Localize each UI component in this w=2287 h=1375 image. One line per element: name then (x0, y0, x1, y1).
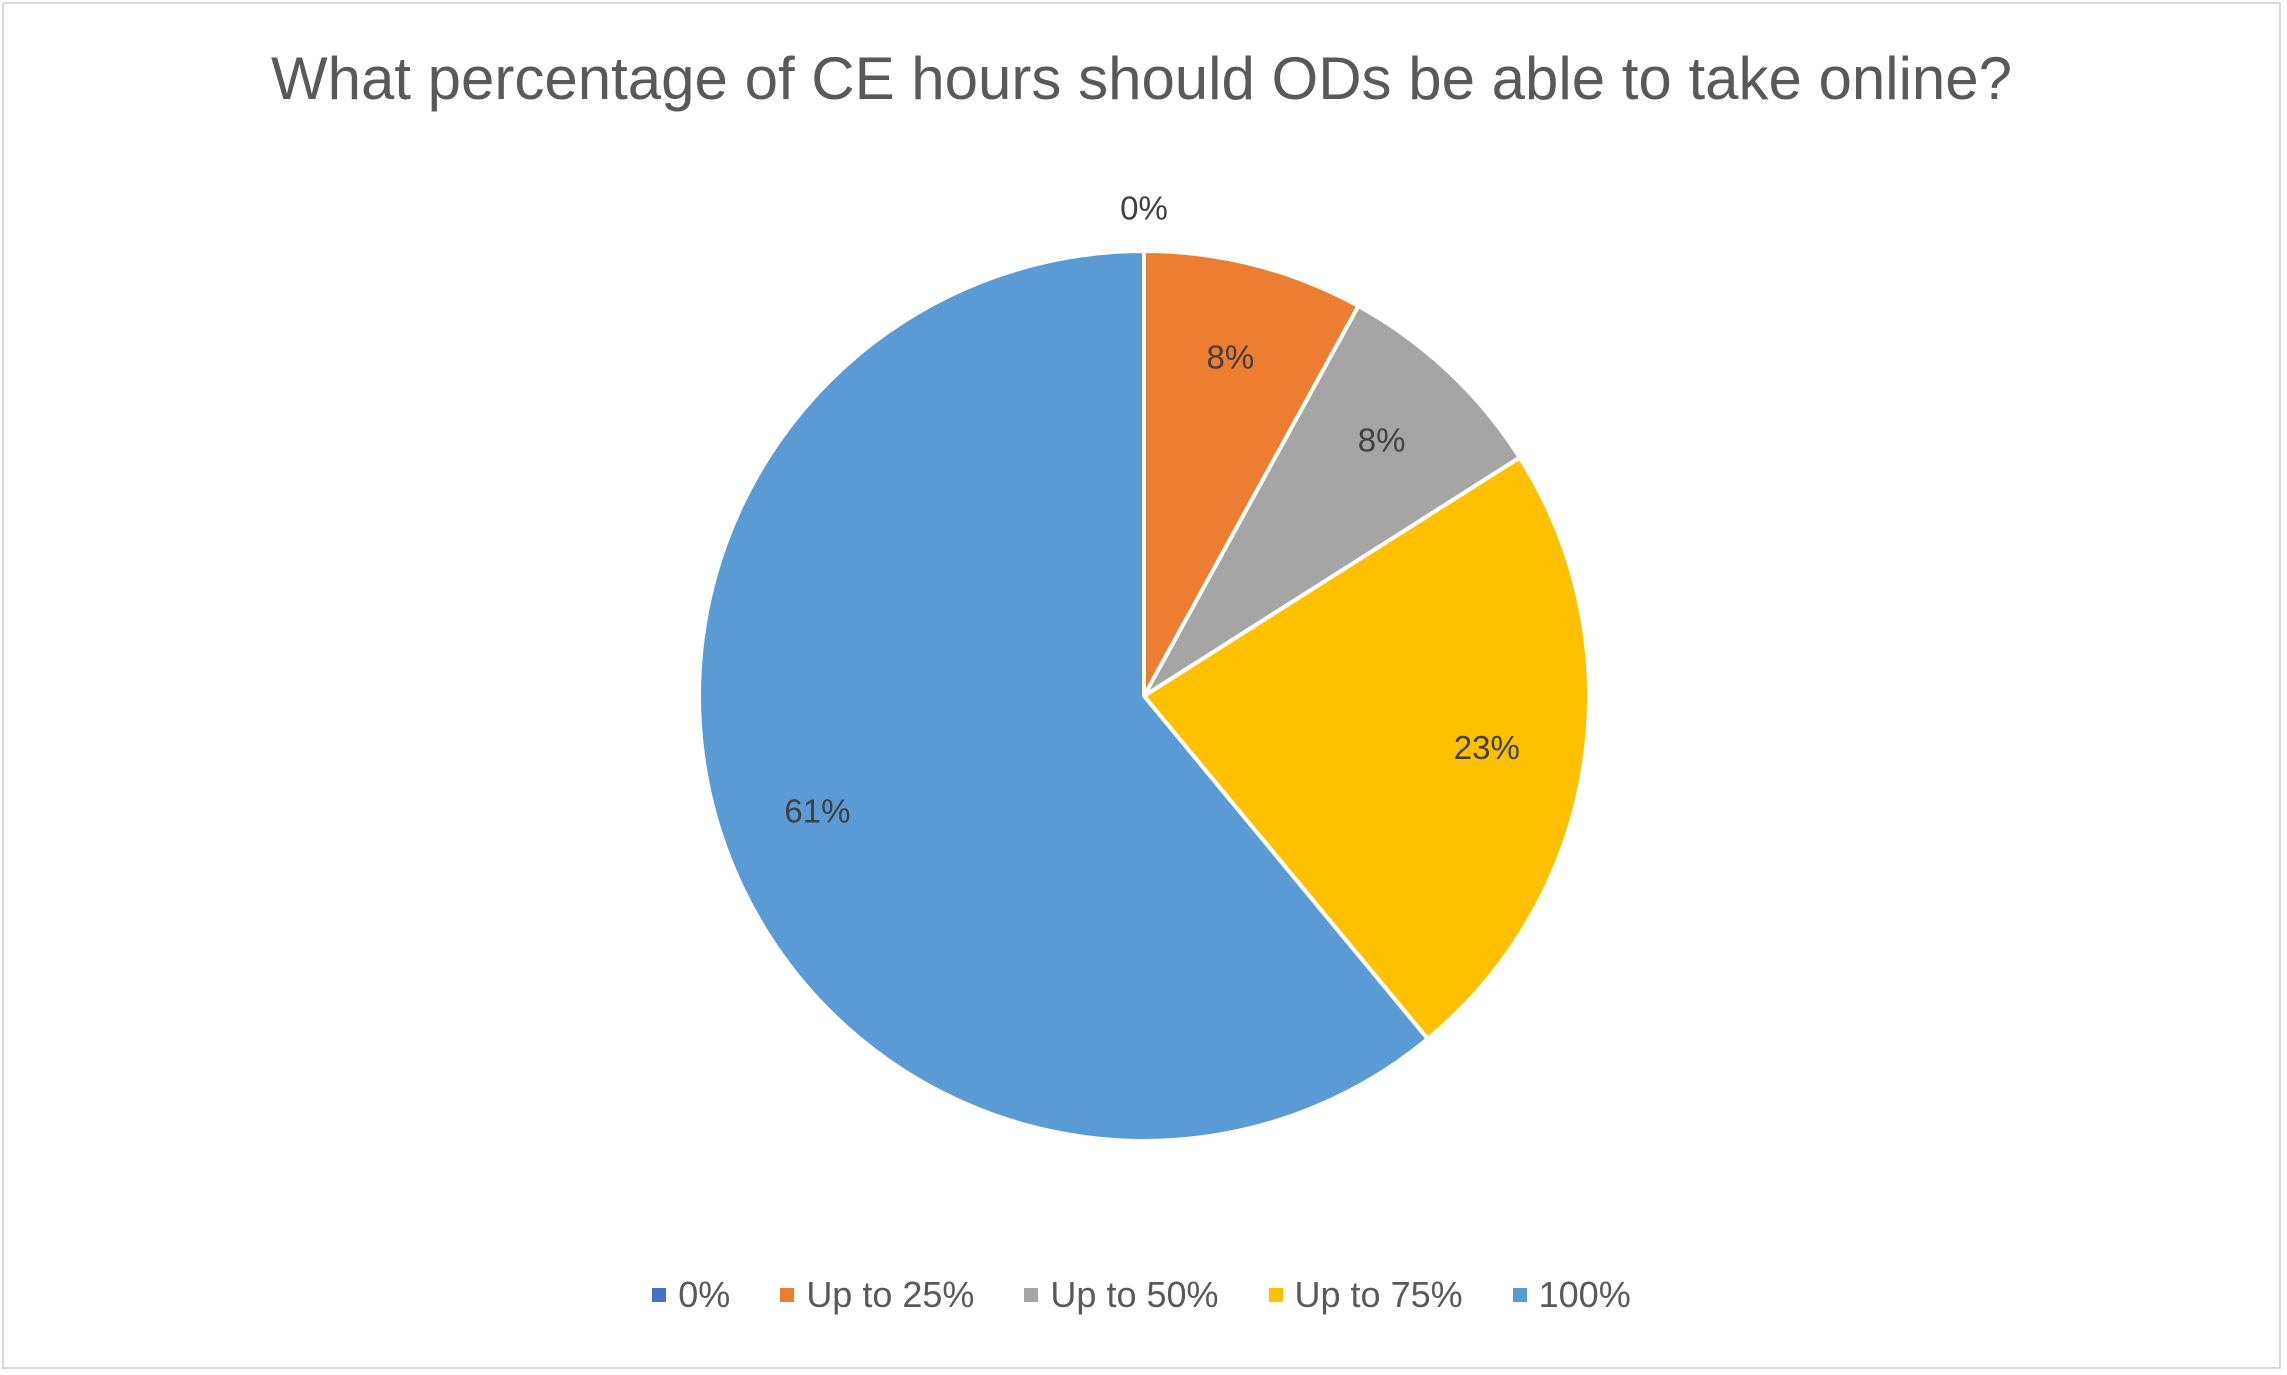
data-label-0pct: 0% (1120, 190, 1168, 227)
legend-item-up-to-50pct: Up to 50% (1024, 1274, 1219, 1316)
legend-item-0pct: 0% (652, 1274, 730, 1316)
chart-title: What percentage of CE hours should ODs b… (270, 45, 2013, 112)
legend-item-100pct: 100% (1512, 1274, 1631, 1316)
legend-swatch (780, 1288, 795, 1302)
chart-legend: 0% Up to 25% Up to 50% Up to 75% 100% (4, 1274, 2279, 1316)
legend-swatch (652, 1288, 667, 1302)
pie-slices (697, 249, 1591, 1143)
legend-label: 0% (678, 1274, 731, 1315)
legend-label: Up to 75% (1294, 1274, 1463, 1315)
pie-chart: 0% 8% 8% 23% 61% (697, 190, 1591, 1143)
legend-swatch (1512, 1288, 1527, 1302)
pie-slice-up-to-75pct (1142, 455, 1591, 1041)
legend-item-up-to-75pct: Up to 75% (1268, 1274, 1463, 1316)
pie-slice-100pct (697, 249, 1430, 1143)
legend-label: 100% (1538, 1274, 1631, 1315)
pie-slice-up-to-25pct (1142, 249, 1361, 698)
legend-label: Up to 25% (806, 1274, 975, 1315)
data-label-up-to-50pct: 8% (1358, 422, 1406, 459)
pie-slice-up-to-50pct (1142, 304, 1522, 698)
legend-swatch (1024, 1288, 1039, 1302)
legend-label: Up to 50% (1050, 1274, 1219, 1315)
legend-swatch (1268, 1288, 1283, 1302)
data-label-up-to-75pct: 23% (1454, 729, 1520, 766)
data-label-100pct: 61% (784, 792, 850, 829)
data-label-up-to-25pct: 8% (1206, 339, 1254, 376)
legend-item-up-to-25pct: Up to 25% (780, 1274, 974, 1316)
pie-data-labels: 0% 8% 8% 23% 61% (784, 190, 1519, 830)
